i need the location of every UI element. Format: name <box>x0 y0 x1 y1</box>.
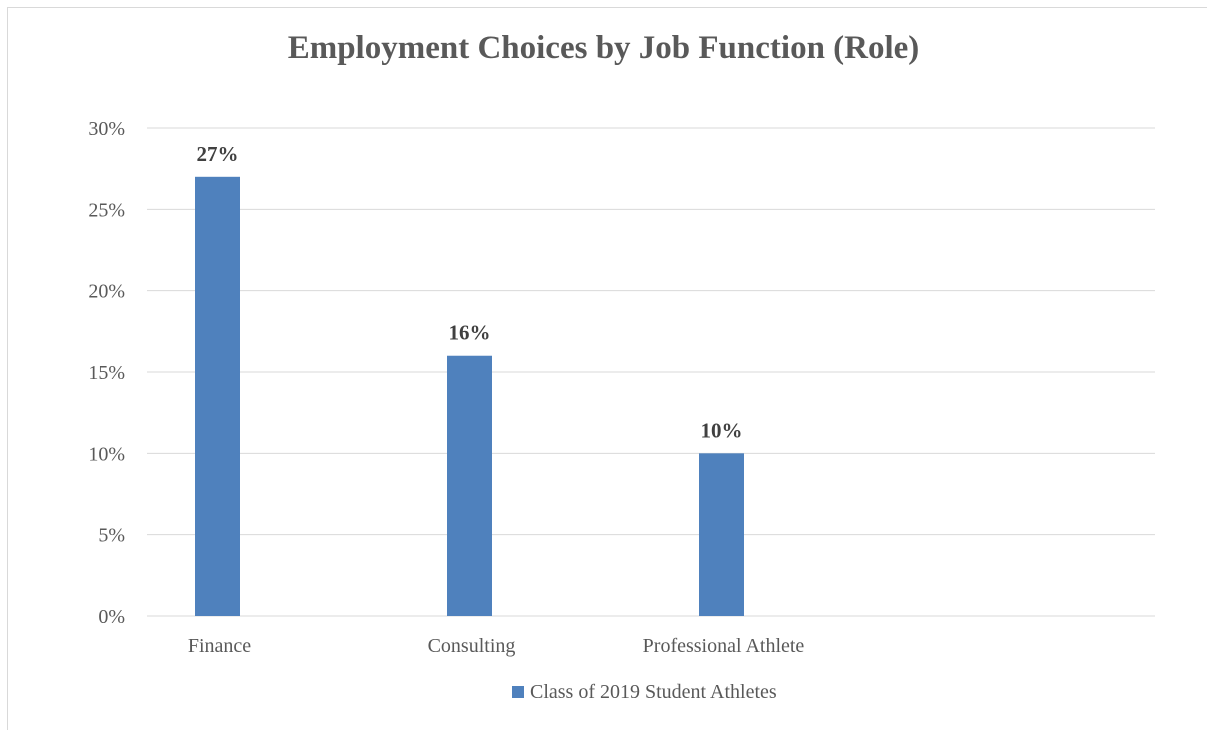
x-axis-tick-labels: Finance Consulting Professional Athlete <box>188 635 805 657</box>
y-tick-label: 20% <box>88 281 125 303</box>
bar <box>195 176 240 617</box>
x-tick-label: Professional Athlete <box>643 635 805 657</box>
y-axis-tick-labels: 0% 5% 10% 15% 20% 25% 30% <box>88 118 125 628</box>
bar <box>447 355 492 616</box>
y-tick-label: 5% <box>98 525 125 547</box>
y-tick-label: 10% <box>88 443 125 465</box>
legend-swatch <box>512 686 524 698</box>
data-labels: 27% 16% 10% <box>197 142 743 443</box>
x-tick-label: Finance <box>188 635 251 657</box>
y-tick-label: 30% <box>88 118 125 140</box>
data-label: 16% <box>449 321 491 345</box>
chart-title: Employment Choices by Job Function (Role… <box>287 30 920 66</box>
legend: Class of 2019 Student Athletes <box>512 681 777 703</box>
bars <box>195 176 744 617</box>
x-tick-label: Consulting <box>428 635 516 657</box>
bar <box>699 453 744 616</box>
y-tick-label: 25% <box>88 199 125 221</box>
gridlines <box>147 127 1155 617</box>
y-tick-label: 15% <box>88 362 125 384</box>
y-tick-label: 0% <box>98 606 125 628</box>
legend-label: Class of 2019 Student Athletes <box>530 681 777 703</box>
data-label: 27% <box>197 142 239 166</box>
data-label: 10% <box>701 418 743 442</box>
